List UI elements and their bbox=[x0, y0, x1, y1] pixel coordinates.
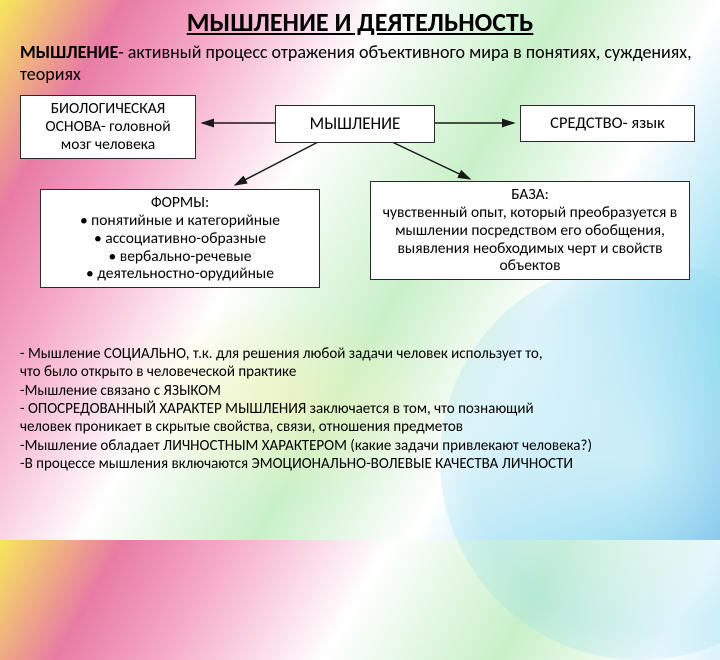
box-means-language: СРЕДСТВО- язык bbox=[520, 105, 695, 142]
base-body: чувственный опыт, который преобразуется … bbox=[381, 204, 679, 275]
page-title: МЫШЛЕНИЕ И ДЕЯТЕЛЬНОСТЬ bbox=[20, 6, 700, 38]
forms-item: • ассоциативно-образные bbox=[51, 230, 309, 248]
forms-heading: ФОРМЫ: bbox=[51, 194, 309, 212]
subtitle-rest: - активный процесс отражения объективног… bbox=[20, 41, 692, 85]
notes-block: - Мышление СОЦИАЛЬНО, т.к. для решения л… bbox=[20, 345, 700, 473]
box-base: БАЗА: чувственный опыт, который преобраз… bbox=[370, 181, 690, 280]
note-line: -В процессе мышления включаются ЭМОЦИОНА… bbox=[20, 455, 700, 473]
note-line: - Мышление СОЦИАЛЬНО, т.к. для решения л… bbox=[20, 345, 700, 363]
box-forms: ФОРМЫ: • понятийные и категорийные • асс… bbox=[40, 189, 320, 288]
subtitle: МЫШЛЕНИЕ- активный процесс отражения объ… bbox=[20, 42, 700, 85]
note-line: -Мышление связано с ЯЗЫКОМ bbox=[20, 382, 700, 400]
base-heading: БАЗА: bbox=[381, 186, 679, 204]
note-line: что было открыто в человеческой практике bbox=[20, 363, 700, 381]
box-thinking-center: МЫШЛЕНИЕ bbox=[275, 105, 435, 143]
diagram: БИОЛОГИЧЕСКАЯ ОСНОВА- головной мозг чело… bbox=[20, 93, 700, 345]
forms-item: • понятийные и категорийные bbox=[51, 212, 309, 230]
note-line: человек проникает в скрытые свойства, св… bbox=[20, 418, 700, 436]
forms-item: • вербально-речевые bbox=[51, 248, 309, 266]
forms-item: • деятельностно-орудийные bbox=[51, 265, 309, 283]
note-line: -Мышление обладает ЛИЧНОСТНЫМ ХАРАКТЕРОМ… bbox=[20, 437, 700, 455]
note-line: - ОПОСРЕДОВАННЫЙ ХАРАКТЕР МЫШЛЕНИЯ заклю… bbox=[20, 400, 700, 418]
subtitle-strong: МЫШЛЕНИЕ bbox=[20, 41, 118, 63]
box-biological-basis: БИОЛОГИЧЕСКАЯ ОСНОВА- головной мозг чело… bbox=[20, 95, 196, 158]
